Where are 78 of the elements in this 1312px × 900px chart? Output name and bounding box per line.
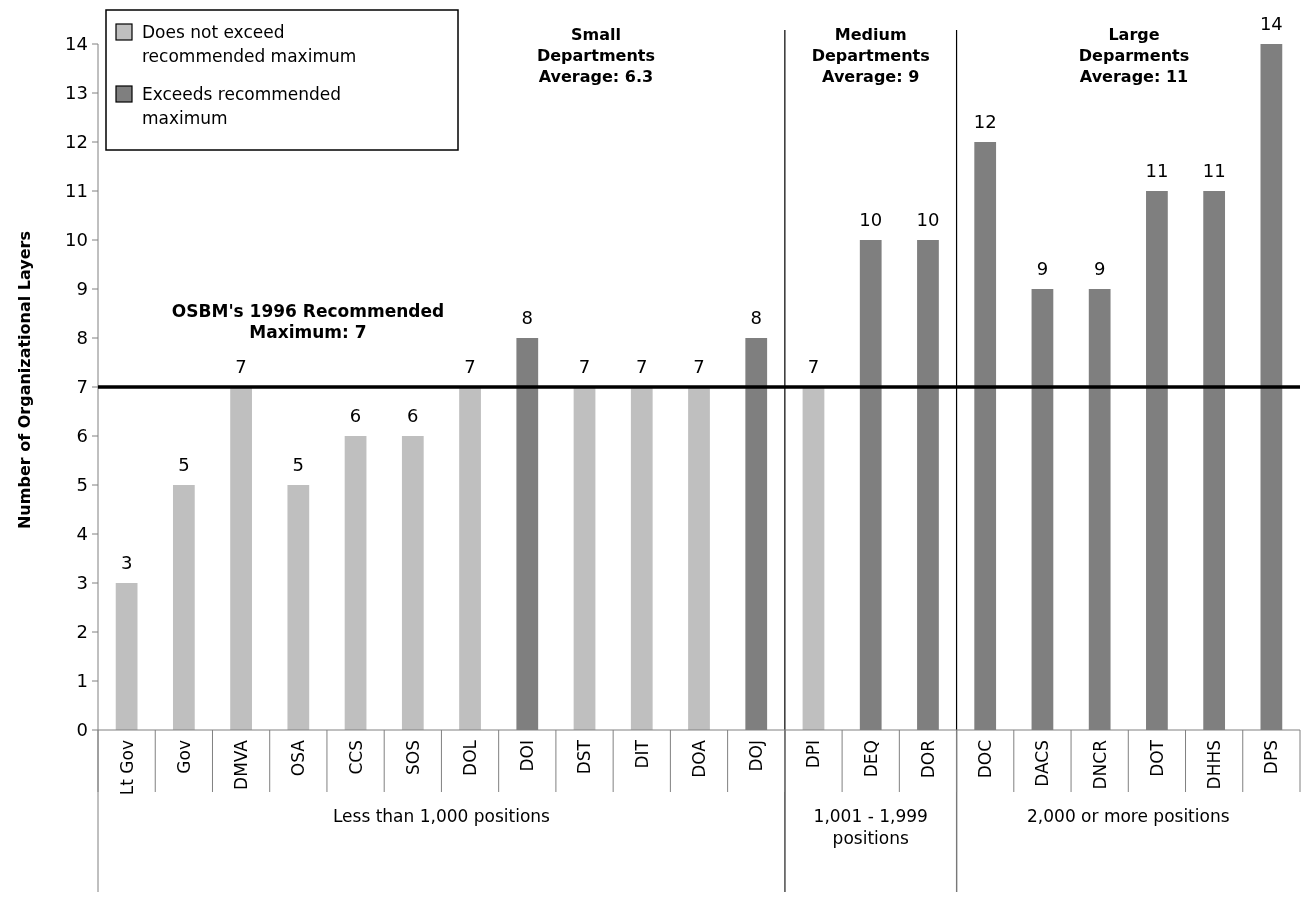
ref-line-label: OSBM's 1996 Recommended Maximum: 7 <box>171 301 445 343</box>
x-tick-label: DOA <box>688 739 709 778</box>
x-tick-label: DOC <box>975 740 996 779</box>
data-label: 7 <box>235 356 247 377</box>
y-tick-label: 7 <box>76 376 88 398</box>
bar <box>573 387 596 730</box>
x-tick-label: SOS <box>402 740 423 775</box>
data-label: 5 <box>292 454 305 475</box>
y-axis-title: Number of Organizational Layers <box>15 230 34 530</box>
data-label: 10 <box>916 209 940 230</box>
data-label: 7 <box>464 356 476 377</box>
x-tick-label: DACS <box>1032 740 1053 787</box>
data-label: 7 <box>807 356 820 377</box>
y-tick-label: 4 <box>76 523 88 545</box>
data-label: 5 <box>178 454 190 475</box>
data-label: 8 <box>521 307 534 328</box>
x-tick-label: DST <box>574 739 595 775</box>
data-label: 6 <box>407 405 419 426</box>
y-tick-label: 9 <box>76 278 88 300</box>
bar <box>688 387 710 730</box>
text: Less than 1,000 positions <box>332 806 551 826</box>
x-tick-label: DOL <box>460 739 480 776</box>
x-tick-label: OSA <box>288 739 309 777</box>
annotation: Large Deparments Average: 11 <box>1078 25 1190 86</box>
y-tick-label: 2 <box>76 621 88 643</box>
y-tick-label: 13 <box>65 82 88 104</box>
bar <box>287 485 310 730</box>
data-label: 12 <box>973 111 997 132</box>
x-tick-label: DPS <box>1261 740 1282 775</box>
x-tick-label: DMVA <box>231 739 252 790</box>
data-label: 11 <box>1202 160 1226 181</box>
text: 2,000 or more positions <box>1027 806 1230 826</box>
data-label: 14 <box>1259 13 1283 34</box>
y-tick-label: 1 <box>76 670 88 692</box>
y-tick-label: 11 <box>65 180 88 202</box>
x-tick-label: DPI <box>803 740 824 769</box>
bar <box>401 436 424 730</box>
x-tick-label: DNCR <box>1089 739 1110 790</box>
y-tick-label: 6 <box>76 425 88 447</box>
data-label: 6 <box>349 405 362 426</box>
bar <box>344 436 367 730</box>
bar <box>802 387 825 730</box>
data-label: 11 <box>1145 160 1169 181</box>
bar <box>630 387 653 730</box>
y-tick-label: 0 <box>76 719 88 741</box>
y-tick-label: 12 <box>65 131 88 153</box>
x-tick-label: DOR <box>917 739 938 779</box>
data-label: 7 <box>578 356 591 377</box>
bar <box>230 387 252 730</box>
data-label: 3 <box>120 552 133 573</box>
x-tick-label: Lt Gov <box>116 740 137 796</box>
data-label: 9 <box>1093 258 1106 279</box>
x-tick-label: Gov <box>173 740 194 774</box>
y-tick-label: 3 <box>76 572 88 594</box>
x-tick-label: DIT <box>631 739 652 769</box>
x-tick-label: DOJ <box>746 740 767 772</box>
x-tick-label: DOT <box>1146 739 1167 777</box>
x-tick-label: CCS <box>345 740 366 775</box>
data-label: 9 <box>1036 258 1049 279</box>
data-label: 7 <box>636 356 648 377</box>
data-label: 10 <box>859 209 883 230</box>
text: 1,001 - 1,999 positions <box>813 806 928 849</box>
annotation: Small Departments Average: 6.3 <box>536 25 655 86</box>
data-label: 7 <box>693 356 705 377</box>
x-tick-label: DHHS <box>1204 740 1225 790</box>
y-tick-label: 8 <box>76 327 88 349</box>
bar <box>459 387 481 730</box>
legend-label: Exceeds recommended maximum <box>142 84 342 128</box>
x-tick-label: DEQ <box>860 740 881 778</box>
y-tick-label: 5 <box>76 474 88 496</box>
legend-label: Does not exceed recommended maximum <box>142 22 357 66</box>
annotation: Medium Departments Average: 9 <box>811 25 930 86</box>
x-tick-label: DOI <box>517 740 538 772</box>
bar <box>172 485 195 730</box>
y-tick-label: 14 <box>65 33 88 55</box>
y-tick-label: 10 <box>65 229 88 251</box>
bar <box>115 583 138 730</box>
data-label: 8 <box>750 307 762 328</box>
